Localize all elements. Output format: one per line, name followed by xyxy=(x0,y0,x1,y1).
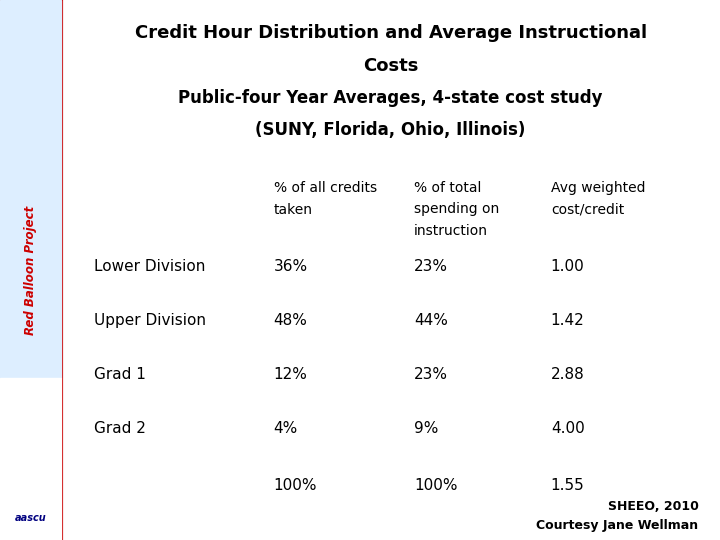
Text: Lower Division: Lower Division xyxy=(94,259,205,274)
Text: 2.88: 2.88 xyxy=(551,367,585,382)
Ellipse shape xyxy=(17,50,27,63)
Text: Costs: Costs xyxy=(363,57,418,75)
Text: Avg weighted: Avg weighted xyxy=(551,181,645,195)
Text: aascu: aascu xyxy=(14,514,47,523)
Text: 36%: 36% xyxy=(274,259,307,274)
Text: 44%: 44% xyxy=(414,313,448,328)
Text: Public-four Year Averages, 4-state cost study: Public-four Year Averages, 4-state cost … xyxy=(179,89,603,107)
Text: % of all credits: % of all credits xyxy=(274,181,377,195)
Text: taken: taken xyxy=(274,202,312,217)
Text: Red Balloon Project: Red Balloon Project xyxy=(24,205,37,335)
Text: Upper Division: Upper Division xyxy=(94,313,206,328)
Text: 9%: 9% xyxy=(414,421,438,436)
Text: instruction: instruction xyxy=(414,224,488,238)
Text: SHEEO, 2010: SHEEO, 2010 xyxy=(608,500,698,512)
Text: 23%: 23% xyxy=(414,259,448,274)
Text: 100%: 100% xyxy=(274,478,317,493)
Text: cost/credit: cost/credit xyxy=(551,202,624,217)
Text: 1.55: 1.55 xyxy=(551,478,585,493)
Text: Courtesy Jane Wellman: Courtesy Jane Wellman xyxy=(536,519,698,532)
Ellipse shape xyxy=(11,40,50,89)
Text: (SUNY, Florida, Ohio, Illinois): (SUNY, Florida, Ohio, Illinois) xyxy=(256,122,526,139)
Text: 23%: 23% xyxy=(414,367,448,382)
Text: Grad 2: Grad 2 xyxy=(94,421,145,436)
Text: 1.42: 1.42 xyxy=(551,313,585,328)
Text: 48%: 48% xyxy=(274,313,307,328)
Text: 4.00: 4.00 xyxy=(551,421,585,436)
Text: 1.00: 1.00 xyxy=(551,259,585,274)
Text: 12%: 12% xyxy=(274,367,307,382)
Text: Grad 1: Grad 1 xyxy=(94,367,145,382)
Text: % of total: % of total xyxy=(414,181,482,195)
Text: spending on: spending on xyxy=(414,202,499,217)
Text: 4%: 4% xyxy=(274,421,298,436)
Text: Credit Hour Distribution and Average Instructional: Credit Hour Distribution and Average Ins… xyxy=(135,24,647,42)
Text: 100%: 100% xyxy=(414,478,457,493)
